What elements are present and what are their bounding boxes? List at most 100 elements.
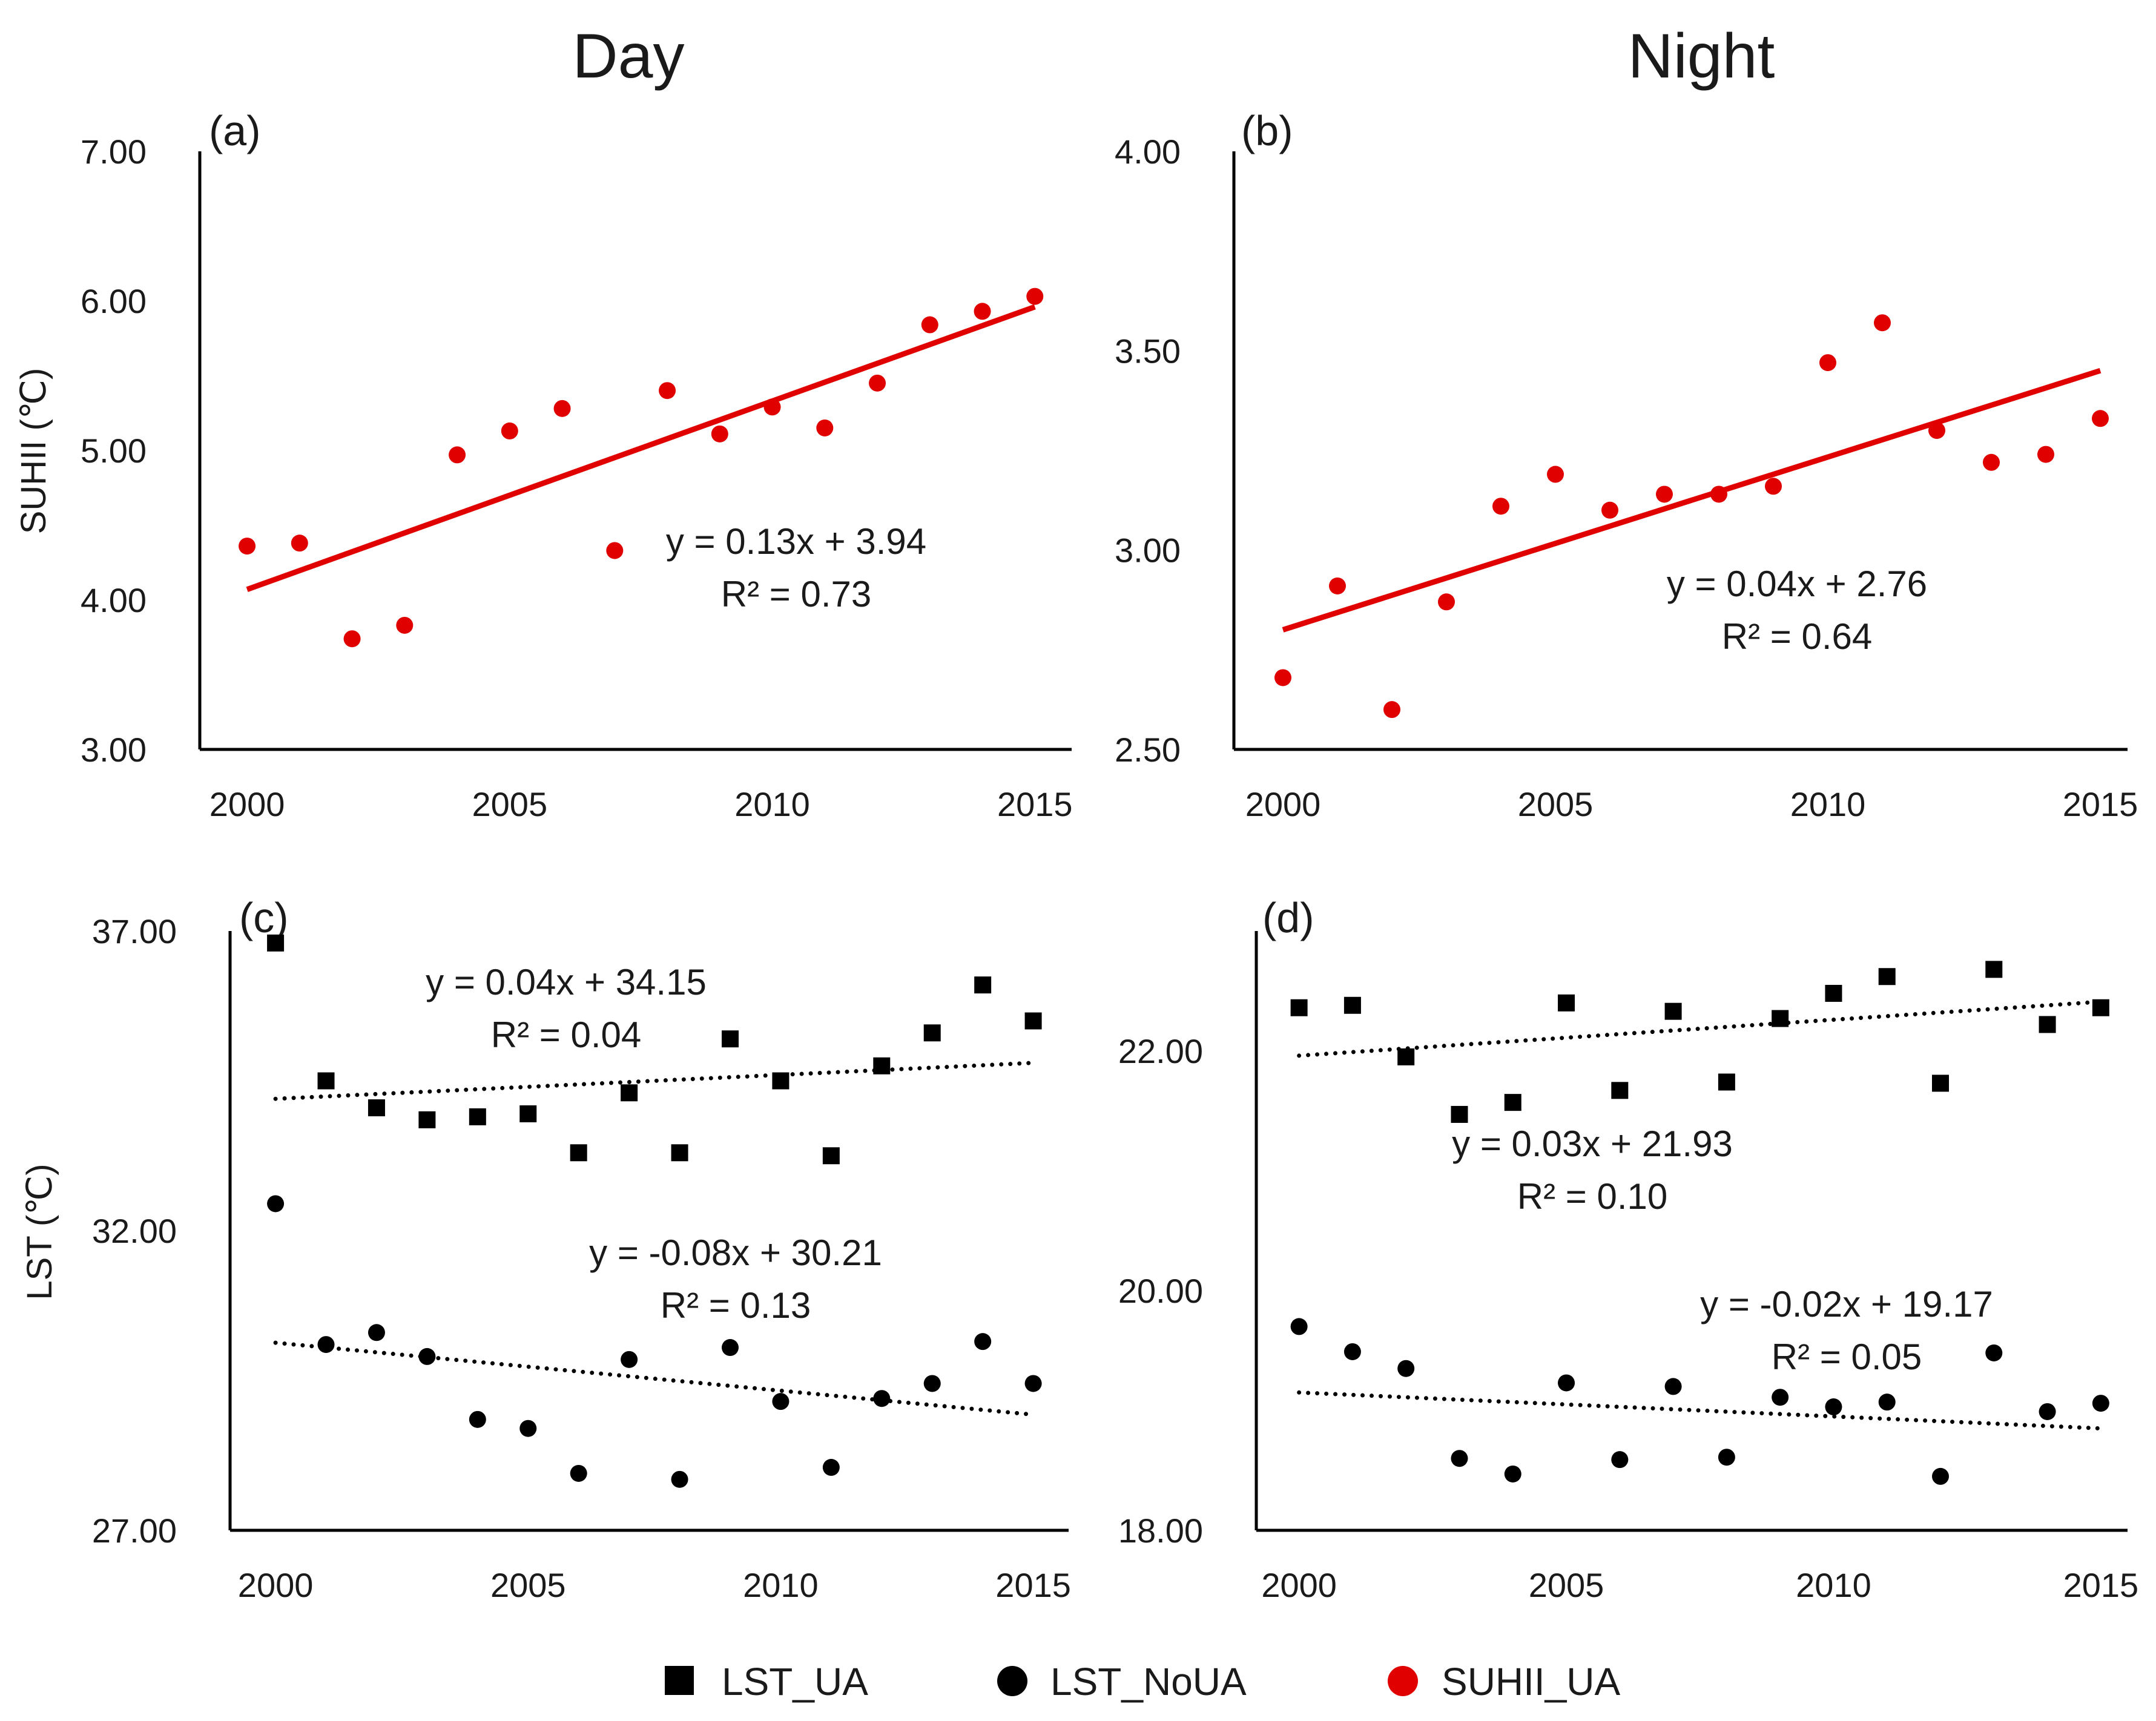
data-point (671, 1144, 688, 1162)
data-point (1772, 1389, 1789, 1406)
data-point (469, 1108, 486, 1125)
trend-line (1282, 367, 2102, 633)
data-point (570, 1464, 587, 1482)
data-point (519, 1420, 537, 1437)
panel-label: (d) (1262, 894, 1314, 941)
data-point (1383, 701, 1400, 719)
data-point (519, 1105, 537, 1122)
data-point (1772, 1010, 1789, 1027)
data-point (1492, 498, 1509, 515)
data-point (1558, 994, 1575, 1012)
data-point (1878, 1394, 1896, 1411)
data-point (822, 1147, 840, 1165)
data-point (1983, 453, 2000, 471)
data-point (1656, 485, 1673, 503)
data-point (1932, 1074, 1950, 1092)
series-lst-noua: y = -0.02x + 19.17 R² = 0.05 (1290, 1284, 2109, 1485)
y-tick-label: 3.00 (81, 731, 147, 769)
data-point (1451, 1105, 1468, 1123)
data-point (2039, 1403, 2056, 1420)
data-point (1504, 1094, 1521, 1111)
y-tick-label: 32.00 (92, 1212, 177, 1250)
night-column-title: Night (1628, 21, 1775, 91)
data-point (2092, 999, 2109, 1016)
r-squared-label: R² = 0.04 (491, 1015, 641, 1055)
r-squared-label: R² = 0.13 (661, 1285, 811, 1326)
data-point (621, 1351, 638, 1368)
data-point (974, 303, 991, 320)
data-point (1710, 485, 1727, 503)
chart-panel-a: (a) 3.00 4.00 5.00 6.00 7.00 2000 2005 2010 2015 S… (14, 107, 1073, 823)
y-tick-label: 3.00 (1115, 531, 1181, 570)
data-point (621, 1084, 638, 1102)
data-point (1874, 314, 1891, 332)
data-point (418, 1348, 436, 1365)
data-point (1928, 422, 1945, 439)
data-point (1611, 1082, 1629, 1099)
data-point (763, 398, 781, 416)
data-point (368, 1099, 385, 1117)
legend-marker-lst-noua (997, 1666, 1027, 1696)
data-point (1985, 961, 2003, 978)
y-tick-label: 3.50 (1115, 332, 1181, 370)
data-point (368, 1324, 385, 1341)
data-point (1026, 288, 1044, 305)
data-point (418, 1111, 436, 1128)
data-point (1547, 466, 1564, 483)
data-point (1718, 1449, 1735, 1466)
day-column-title: Day (573, 21, 685, 91)
data-point (2037, 446, 2054, 463)
data-point (1451, 1450, 1468, 1467)
y-tick-label: 7.00 (81, 133, 147, 171)
regression-equation: y = 0.13x + 3.94 (666, 521, 926, 562)
trend-line (1297, 1390, 2103, 1431)
legend-marker-suhii-ua (1388, 1666, 1418, 1696)
x-tick-label: 2010 (1790, 785, 1866, 823)
data-point (659, 382, 676, 400)
data-point (553, 400, 571, 417)
data-point (1825, 1398, 1842, 1416)
data-point (1343, 1343, 1361, 1360)
data-point (1718, 1073, 1735, 1091)
data-point (923, 1024, 941, 1042)
trend-line (246, 304, 1036, 592)
data-point (1878, 968, 1896, 986)
data-point (317, 1072, 335, 1090)
x-tick-label: 2000 (1261, 1566, 1337, 1604)
data-point (570, 1144, 587, 1162)
chart-panel-c: (c) 27.00 32.00 37.00 2000 2005 2010 2015 LST (℃… (20, 894, 1071, 1604)
r-squared-label: R² = 0.10 (1517, 1176, 1667, 1217)
y-tick-label: 4.00 (1115, 133, 1181, 171)
y-axis-label: LST (℃) (20, 1163, 59, 1300)
x-tick-label: 2005 (472, 785, 548, 823)
y-tick-label: 5.00 (81, 432, 147, 470)
data-point (1504, 1465, 1521, 1482)
data-point (869, 374, 886, 392)
data-point (291, 535, 308, 552)
data-point (974, 976, 992, 994)
panel-label: (b) (1241, 107, 1293, 154)
data-point (2092, 1395, 2109, 1412)
data-point (501, 422, 518, 439)
r-squared-label: R² = 0.05 (1772, 1337, 1922, 1377)
r-squared-label: R² = 0.73 (721, 574, 871, 614)
data-point (721, 1339, 739, 1357)
data-point (449, 446, 466, 464)
data-point (711, 425, 728, 443)
data-point (1397, 1048, 1415, 1065)
regression-equation: y = 0.03x + 21.93 (1452, 1124, 1733, 1164)
data-point (606, 542, 624, 559)
regression-equation: y = -0.08x + 30.21 (589, 1232, 882, 1273)
legend-marker-lst-ua (665, 1666, 694, 1695)
y-tick-label: 2.50 (1115, 731, 1181, 769)
data-point (1985, 1344, 2003, 1361)
data-point (1664, 1378, 1682, 1395)
series-lst-ua: y = 0.04x + 34.15 R² = 0.04 (267, 934, 1042, 1165)
data-point (873, 1390, 891, 1407)
legend-label-lst-ua: LST_UA (722, 1660, 868, 1703)
data-point (1819, 354, 1836, 372)
x-tick-label: 2010 (743, 1566, 819, 1604)
legend-label-suhii-ua: SUHII_UA (1442, 1660, 1621, 1703)
x-tick-label: 2000 (1245, 785, 1321, 823)
y-tick-label: 6.00 (81, 282, 147, 320)
